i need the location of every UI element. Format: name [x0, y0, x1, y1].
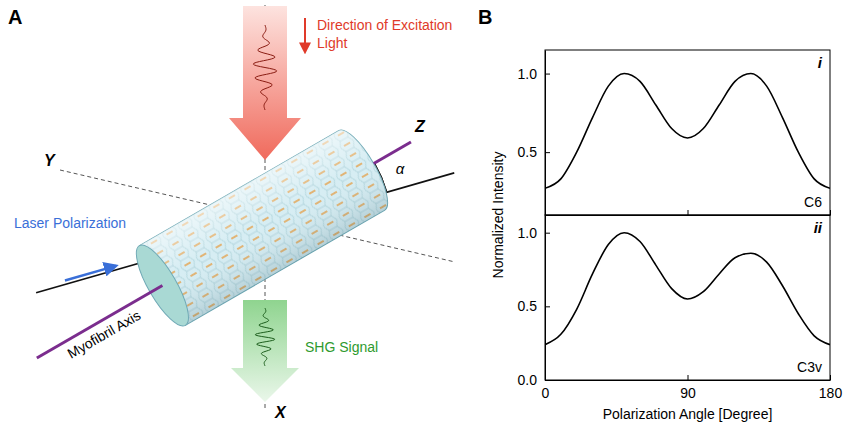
tick-label: 1.0: [518, 66, 538, 82]
figure: Aα Myofibril Axis Z Y Laser Polarization SHG …: [0, 0, 865, 427]
tick: 1.0: [518, 66, 550, 82]
plot-area: [545, 233, 830, 345]
tick: 0.5: [518, 298, 550, 314]
angle-label: α: [396, 160, 405, 177]
tick: 180: [819, 375, 843, 401]
tick-mark: [830, 375, 831, 380]
signal-pulse: [255, 308, 275, 366]
tick: 0: [542, 375, 550, 401]
myofibril-axis: [374, 142, 411, 164]
panel-a: Aα Myofibril Axis Z Y Laser Polarization SHG …: [8, 5, 455, 421]
axis-line: [545, 216, 546, 381]
x-axis: 0 90 180: [542, 375, 843, 401]
y-axis-title: Normalized Intensity: [490, 152, 506, 279]
chart: 0.5 1.0 i C6: [518, 50, 831, 216]
plot-frame: [545, 50, 830, 215]
tick-mark: [545, 74, 550, 75]
data-line: [545, 74, 830, 189]
tick-label: 0.5: [518, 298, 538, 314]
tick: 0.5: [518, 144, 550, 160]
tick-mark: [688, 375, 689, 380]
tick: 1.0: [518, 225, 550, 241]
tick: [545, 210, 546, 215]
tick-label: 0.5: [518, 144, 538, 160]
panel-letter: B: [478, 6, 492, 28]
panel-index: i: [818, 54, 823, 71]
x-label: X: [274, 404, 287, 421]
tick-label: 0.0: [518, 372, 538, 388]
panel-letter: A: [8, 6, 22, 28]
tick-label: 180: [819, 385, 843, 401]
z-label: Z: [414, 118, 426, 135]
plot-area: [545, 74, 830, 189]
tick-mark: [545, 375, 546, 380]
panel-b: B 0.5 1.0 i C6 0.0 0.5 1.0 0 90 180 ii C3v Normalized…: [478, 6, 842, 422]
axis-label: Myofibril Axis: [65, 307, 144, 362]
excitation-small-arrow: [304, 18, 306, 52]
chart: 0.0 0.5 1.0 0 90 180 ii C3v: [518, 215, 843, 401]
data-line: [545, 233, 830, 345]
myofibril: Myofibril Axis: [14, 102, 434, 398]
excitation-arrow: [229, 6, 301, 160]
signal-label: SHG Signal: [305, 339, 378, 355]
panel-index: ii: [814, 219, 823, 236]
axis-line: [545, 51, 546, 216]
tick-mark: [830, 210, 831, 215]
signal-arrow: [231, 300, 299, 402]
y-axis: 0.5 1.0: [518, 51, 550, 216]
excitation-label: Direction of Excitation Light: [317, 17, 452, 51]
y-axis: 0.0 0.5 1.0: [518, 216, 550, 388]
x-axis-title: Polarization Angle [Degree]: [603, 406, 773, 422]
myofibril-axis: [37, 286, 163, 359]
y-label: Y: [44, 152, 56, 169]
symmetry-label: C3v: [797, 359, 822, 375]
text-line: Light: [317, 35, 347, 51]
tick-mark: [545, 306, 550, 307]
tick: [688, 210, 689, 215]
tick-label: 1.0: [518, 225, 538, 241]
text-line: Direction of Excitation: [317, 17, 452, 33]
tick-mark: [688, 210, 689, 215]
tick: [830, 210, 831, 215]
laser-arrow: [65, 266, 116, 281]
tick-mark: [545, 233, 550, 234]
tick: 90: [680, 375, 696, 401]
excitation-pulse: [253, 25, 276, 110]
laser-label: Laser Polarization: [14, 215, 126, 231]
tick-label: 90: [680, 385, 696, 401]
plot-frame: [545, 215, 830, 380]
symmetry-label: C6: [804, 194, 822, 210]
tick-label: 0: [542, 385, 550, 401]
tick-mark: [545, 152, 550, 153]
axis-line: [546, 380, 831, 381]
tick-mark: [545, 210, 546, 215]
